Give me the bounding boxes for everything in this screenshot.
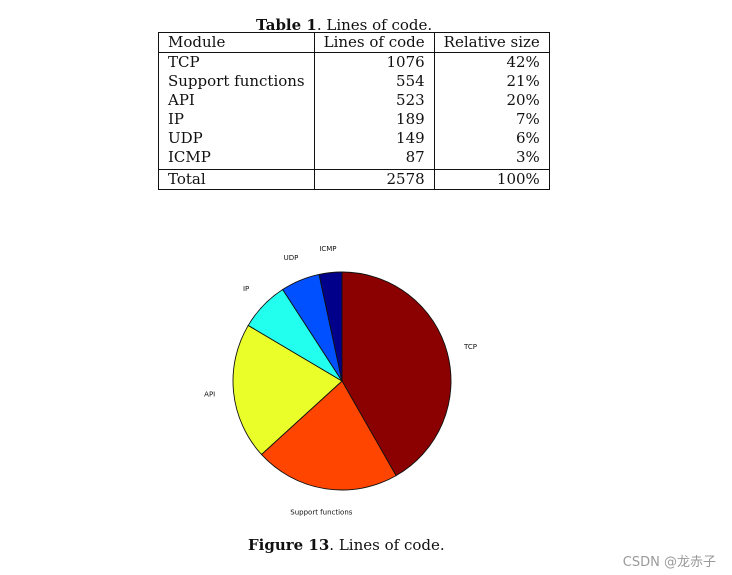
pie-slice-support-functions [260, 380, 397, 491]
table-row: ICMP 87 3% [158, 148, 550, 169]
table-row: UDP 149 6% [158, 129, 550, 148]
cell-lines: 87 [313, 148, 435, 169]
pie-label-udp: UDP [284, 254, 299, 262]
header-module: Module [158, 32, 315, 53]
pie-chart: TCP Support functions API IP UDP ICMP [204, 245, 477, 517]
table-header-row: Module Lines of code Relative size [158, 32, 550, 53]
pie-label-api: API [204, 391, 215, 399]
pie-label-support-functions: Support functions [290, 508, 352, 516]
table-row: API 523 20% [158, 91, 550, 110]
figure-caption: Figure 13. Lines of code. [248, 536, 445, 554]
table-caption-label: Table 1 [256, 16, 317, 34]
table-row: Support functions 554 21% [158, 72, 550, 91]
pie-slice-api [232, 324, 343, 456]
cell-lines: 554 [313, 72, 435, 91]
pie-label-ip: IP [243, 285, 249, 293]
figure-caption-label: Figure 13 [248, 536, 330, 554]
pie-slice-icmp [318, 271, 343, 382]
cell-module: Support functions [158, 72, 315, 91]
cell-lines: 1076 [313, 52, 435, 72]
pie-label-tcp: TCP [463, 343, 477, 351]
table-total-row: Total 2578 100% [158, 169, 550, 190]
figure-caption-text: . Lines of code. [329, 536, 445, 554]
cell-module: ICMP [158, 148, 315, 169]
table-caption-text: . Lines of code. [316, 16, 433, 34]
total-label: Total [158, 169, 315, 190]
header-relative-size: Relative size [433, 32, 550, 53]
cell-relative: 20% [433, 91, 550, 110]
pie-label-icmp: ICMP [319, 245, 336, 253]
header-lines-of-code: Lines of code [313, 32, 435, 53]
cell-relative: 6% [433, 129, 550, 148]
cell-module: API [158, 91, 315, 110]
cell-relative: 7% [433, 110, 550, 129]
cell-lines: 189 [313, 110, 435, 129]
pie-slice-tcp [341, 271, 452, 477]
cell-module: TCP [158, 52, 315, 72]
table-row: TCP 1076 42% [158, 52, 550, 72]
cell-relative: 21% [433, 72, 550, 91]
table-row: IP 189 7% [158, 110, 550, 129]
cell-relative: 42% [433, 52, 550, 72]
cell-lines: 523 [313, 91, 435, 110]
lines-of-code-table: Module Lines of code Relative size TCP 1… [158, 32, 550, 190]
watermark: CSDN @龙赤子 [622, 555, 716, 570]
cell-lines: 149 [313, 129, 435, 148]
table-caption: Table 1. Lines of code. [256, 16, 432, 34]
total-lines: 2578 [313, 169, 435, 190]
cell-module: UDP [158, 129, 315, 148]
total-relative: 100% [433, 169, 550, 190]
cell-relative: 3% [433, 148, 550, 169]
cell-module: IP [158, 110, 315, 129]
